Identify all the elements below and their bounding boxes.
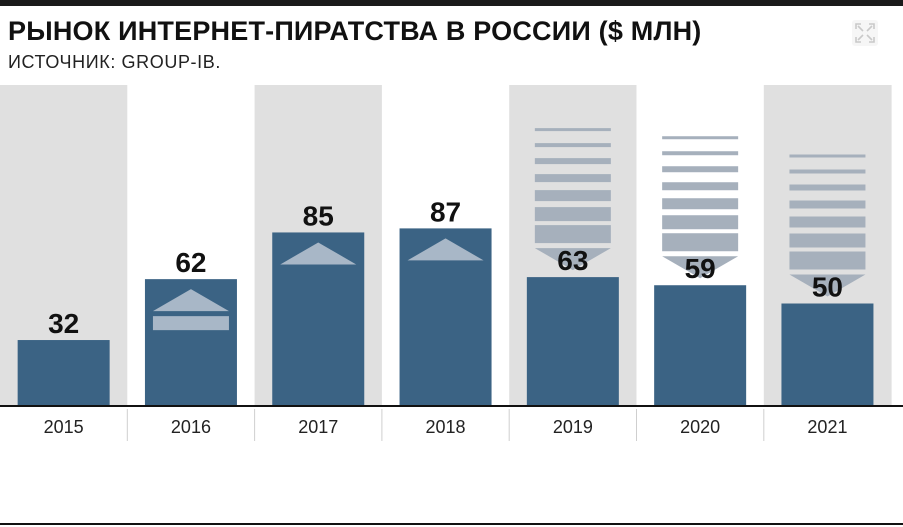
bar-2021 [781, 303, 874, 405]
arrow-stripe [789, 200, 866, 209]
arrow-stripe [789, 251, 866, 270]
arrow-head [662, 256, 739, 279]
category-label-2019: 2019 [553, 417, 593, 437]
arrow-stripe [534, 190, 611, 202]
category-label-2018: 2018 [426, 417, 466, 437]
arrow-stripe [789, 169, 866, 174]
trend-down-arrow-2020 [662, 136, 739, 279]
trend-down-arrow-2021 [789, 154, 866, 297]
arrow-stripe [152, 316, 229, 331]
arrow-stripe [534, 158, 611, 165]
arrow-stripe [534, 143, 611, 148]
value-label-2017: 85 [303, 200, 334, 231]
bar-2015 [17, 340, 110, 405]
value-label-2016: 62 [175, 247, 206, 278]
arrow-stripe [662, 233, 739, 252]
arrow-stripe [534, 225, 611, 244]
arrow-stripe [662, 136, 739, 140]
category-label-2021: 2021 [807, 417, 847, 437]
arrow-stripe [662, 166, 739, 173]
arrow-stripe [789, 184, 866, 191]
arrow-head [152, 289, 229, 312]
value-label-2021: 50 [812, 272, 843, 303]
value-label-2020: 59 [685, 253, 716, 284]
bar-chart: 32 2015 62 2016 85 2017 87 2018 63 2019 59 2020 50 20… [0, 85, 903, 525]
value-label-2015: 32 [48, 308, 79, 339]
value-label-2019: 63 [557, 245, 588, 276]
arrow-head [280, 242, 357, 265]
arrow-head [534, 248, 611, 271]
trend-up-arrow-2016 [152, 289, 229, 331]
arrow-head [789, 274, 866, 297]
arrow-stripe [789, 216, 866, 228]
trend-up-arrow-2018 [407, 238, 484, 261]
arrow-stripe [534, 128, 611, 132]
arrow-stripe [789, 233, 866, 248]
category-label-2017: 2017 [298, 417, 338, 437]
trend-up-arrow-2017 [280, 242, 357, 265]
arrow-stripe [789, 154, 866, 158]
arrow-stripe [534, 174, 611, 183]
arrow-stripe [662, 215, 739, 230]
arrow-stripe [534, 207, 611, 222]
expand-icon[interactable] [852, 20, 878, 46]
value-label-2018: 87 [430, 196, 461, 227]
bar-2019 [526, 277, 619, 405]
category-label-2016: 2016 [171, 417, 211, 437]
bar-2020 [654, 285, 747, 405]
arrow-stripe [662, 151, 739, 156]
category-label-2020: 2020 [680, 417, 720, 437]
arrow-stripe [662, 198, 739, 210]
trend-down-arrow-2019 [534, 128, 611, 271]
arrow-head [407, 238, 484, 261]
category-label-2015: 2015 [44, 417, 84, 437]
arrow-stripe [662, 182, 739, 191]
top-rule [0, 0, 903, 6]
chart-source: ИСТОЧНИК: GROUP-IB. [8, 52, 221, 72]
chart-title: РЫНОК ИНТЕРНЕТ-ПИРАТСТВА В РОССИИ ($ МЛН… [8, 16, 702, 46]
